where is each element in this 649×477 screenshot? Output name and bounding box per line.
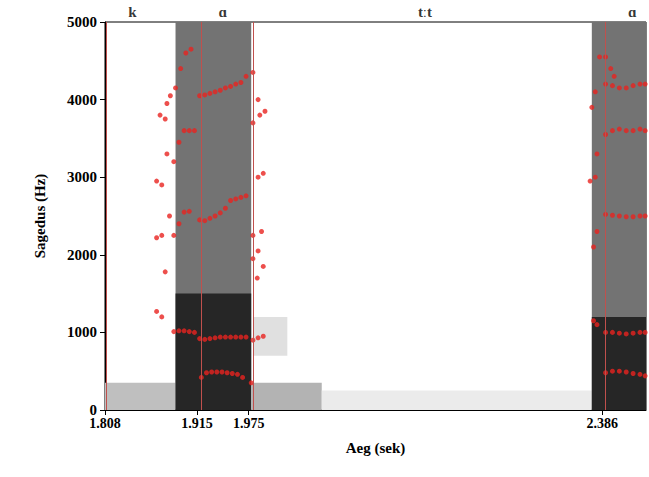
svg-text:3000: 3000 — [67, 169, 97, 185]
svg-text:Sagedus (Hz): Sagedus (Hz) — [32, 174, 49, 259]
svg-text:ɑ: ɑ — [628, 4, 637, 20]
svg-text:5000: 5000 — [67, 14, 97, 30]
svg-text:Aeg (sek): Aeg (sek) — [346, 440, 406, 457]
svg-text:tːt: tːt — [418, 4, 432, 20]
svg-text:2.386: 2.386 — [586, 416, 618, 431]
svg-text:ɑ: ɑ — [219, 4, 228, 20]
svg-text:1.975: 1.975 — [233, 416, 265, 431]
svg-text:1.915: 1.915 — [181, 416, 213, 431]
svg-text:1000: 1000 — [67, 324, 97, 340]
svg-text:0: 0 — [89, 402, 97, 418]
svg-text:2000: 2000 — [67, 247, 97, 263]
svg-text:1.808: 1.808 — [89, 416, 121, 431]
svg-text:4000: 4000 — [67, 92, 97, 108]
svg-text:k: k — [128, 4, 137, 20]
